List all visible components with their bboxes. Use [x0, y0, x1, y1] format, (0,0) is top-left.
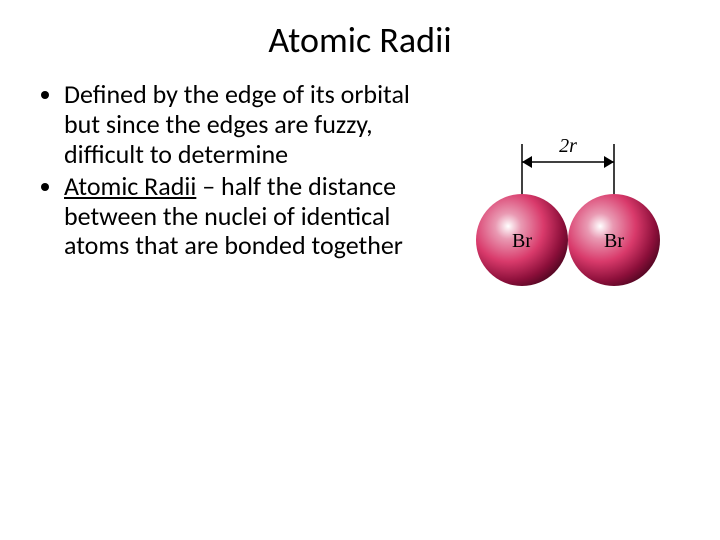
bullet-2: Atomic Radii – half the distance between…: [64, 172, 420, 262]
slide-title: Atomic Radii: [0, 18, 720, 62]
atomic-radii-diagram: 2r Br Br: [450, 110, 690, 320]
body-text: Defined by the edge of its orbital but s…: [40, 80, 420, 263]
bullet-list: Defined by the edge of its orbital but s…: [40, 80, 420, 261]
atom-label-left: Br: [512, 230, 532, 252]
arrowhead-right-icon: [604, 156, 614, 168]
bullet-1: Defined by the edge of its orbital but s…: [64, 80, 420, 170]
slide: Atomic Radii Defined by the edge of its …: [0, 0, 720, 540]
atom-label-right: Br: [604, 230, 624, 252]
diagram-svg: 2r Br Br: [450, 110, 690, 320]
arrowhead-left-icon: [522, 156, 532, 168]
dimension-label: 2r: [559, 135, 577, 157]
bullet-2-term: Atomic Radii: [64, 170, 196, 202]
